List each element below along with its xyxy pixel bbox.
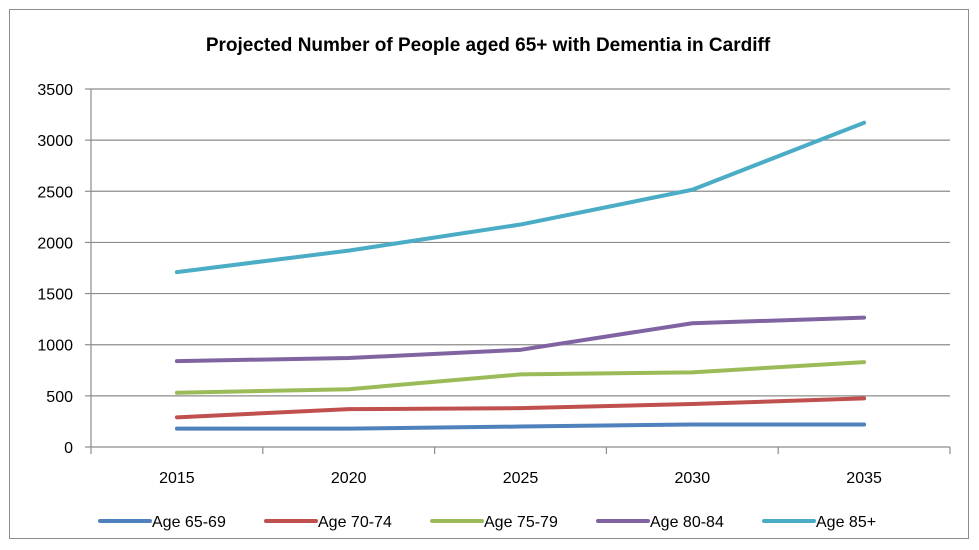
x-tick-label: 2030	[675, 470, 711, 487]
chart-frame	[9, 9, 969, 539]
legend-label: Age 85+	[816, 514, 876, 531]
legend-item: Age 80-84	[596, 514, 724, 531]
y-tick-label: 3000	[37, 133, 73, 150]
legend-item: Age 85+	[762, 514, 876, 531]
legend-label: Age 70-74	[318, 514, 392, 531]
axes: 0 500 1000 1500 2000 2500 3000 3500 2015 2020 2025…	[37, 82, 951, 487]
series-line-age-70-74	[174, 396, 867, 420]
y-tick-label: 500	[46, 389, 73, 406]
y-tick-label: 3500	[37, 82, 73, 99]
y-tick-label: 0	[64, 440, 73, 457]
legend-item: Age 65-69	[98, 514, 226, 531]
gridlines	[91, 88, 950, 397]
x-tick-label: 2035	[846, 470, 882, 487]
legend-item: Age 75-79	[430, 514, 558, 531]
y-tick-label: 1000	[37, 338, 73, 355]
series-line-age-85-	[174, 120, 867, 275]
series-line-age-75-79	[174, 360, 867, 395]
y-tick-label: 1500	[37, 287, 73, 304]
x-tick-label: 2015	[159, 470, 195, 487]
chart-title: Projected Number of People aged 65+ with…	[206, 35, 771, 56]
legend-label: Age 75-79	[484, 514, 558, 531]
x-tick-label: 2020	[331, 470, 367, 487]
y-tick-label: 2500	[37, 184, 73, 201]
legend: Age 65-69 Age 70-74 Age 75-79 Age 80-84 Age …	[98, 514, 876, 531]
x-tick-label: 2025	[503, 470, 539, 487]
y-tick-label: 2000	[37, 235, 73, 252]
series-line-age-80-84	[174, 315, 867, 364]
legend-label: Age 65-69	[152, 514, 226, 531]
series-lines	[174, 120, 867, 431]
legend-item: Age 70-74	[264, 514, 392, 531]
legend-label: Age 80-84	[650, 514, 724, 531]
